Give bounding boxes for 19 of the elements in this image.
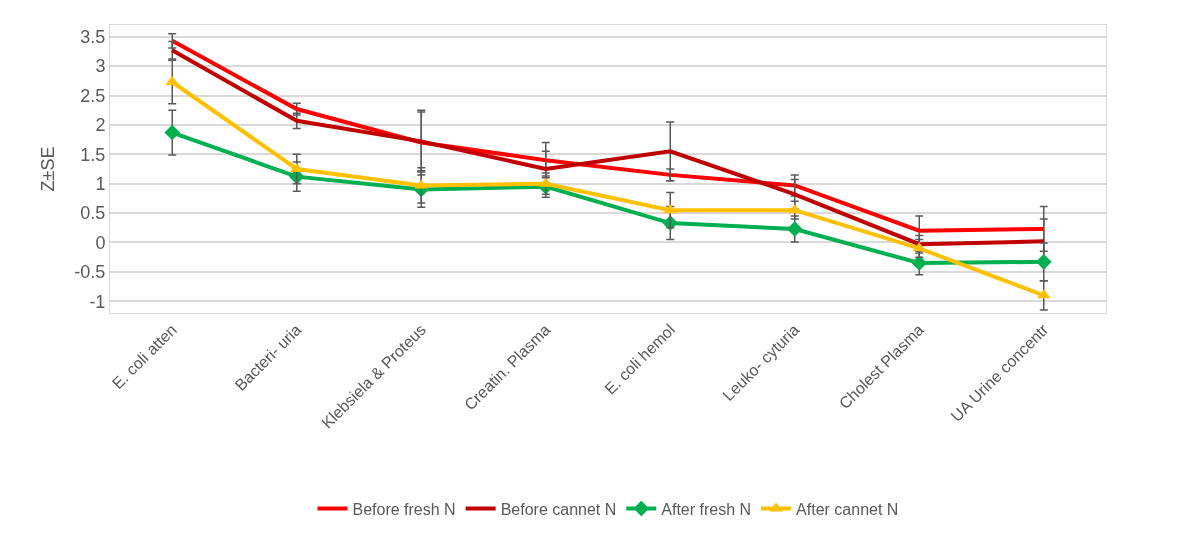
y-tick-label: 1 bbox=[95, 173, 106, 194]
y-axis-title: Z±SE bbox=[37, 146, 58, 192]
y-tick-label: 0.5 bbox=[80, 203, 106, 224]
legend-label: Before cannet N bbox=[500, 500, 617, 518]
legend-label: Before fresh N bbox=[352, 500, 456, 518]
legend-label: After fresh N bbox=[661, 500, 752, 518]
y-tick-label: 0 bbox=[95, 232, 106, 253]
y-tick-label: 2.5 bbox=[80, 85, 106, 106]
y-tick-label: 1.5 bbox=[80, 144, 106, 165]
y-tick-label: -0.5 bbox=[74, 262, 106, 283]
legend-label: After cannet N bbox=[796, 500, 899, 518]
y-tick-label: -1 bbox=[89, 291, 106, 312]
point bbox=[786, 221, 803, 237]
point bbox=[1035, 254, 1052, 270]
point bbox=[911, 255, 928, 271]
y-tick-label: 2 bbox=[95, 115, 106, 136]
y-tick-label: 3 bbox=[95, 56, 106, 77]
y-tick-label: 3.5 bbox=[80, 27, 106, 48]
point bbox=[164, 124, 181, 141]
